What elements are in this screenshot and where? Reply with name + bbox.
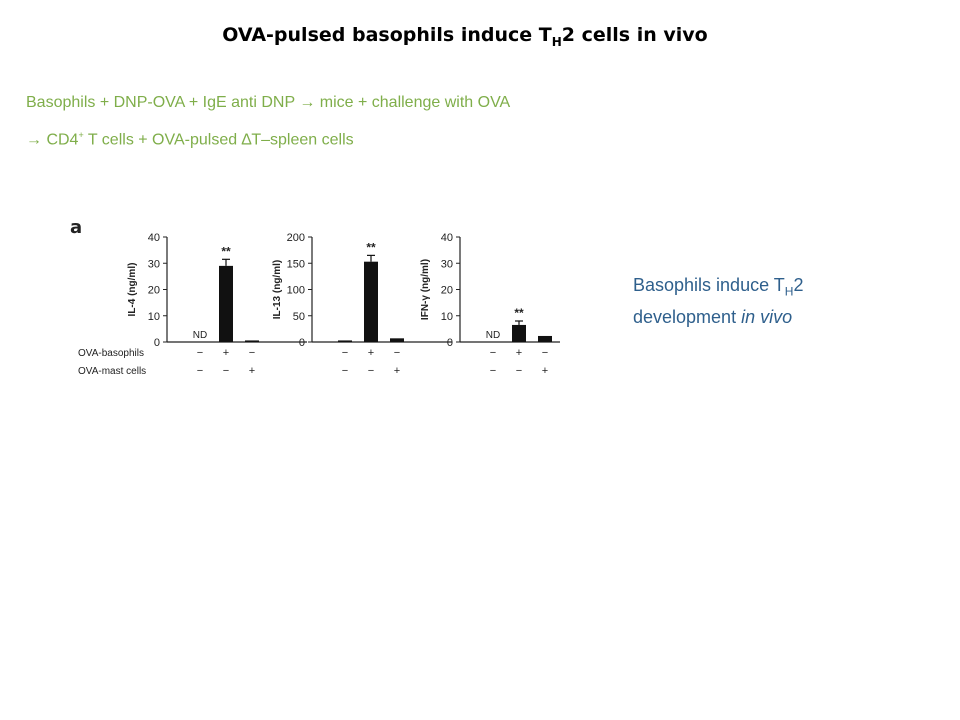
figure-caption: Basophils induce TH2 development in vivo — [633, 273, 873, 330]
bar — [338, 340, 352, 342]
y-tick-label: 20 — [148, 285, 160, 297]
caption-text: Basophils induce T — [633, 275, 785, 295]
protocol-line-2-sup: + — [78, 130, 84, 140]
condition-sign: − — [490, 347, 496, 359]
bar — [512, 324, 526, 342]
bar — [538, 335, 552, 342]
title-text: OVA-pulsed basophils induce T — [222, 24, 552, 46]
y-tick-label: 100 — [287, 285, 305, 297]
y-tick-label: 50 — [293, 311, 305, 323]
condition-sign: − — [342, 365, 348, 377]
bar — [364, 261, 378, 342]
y-tick-label: 10 — [441, 311, 453, 323]
condition-sign: − — [394, 347, 400, 359]
protocol-line-2-start: → CD4 — [26, 131, 79, 149]
condition-sign: − — [223, 365, 229, 377]
y-tick-label: 10 — [148, 311, 160, 323]
caption-italic: in vivo — [741, 306, 793, 327]
condition-sign: − — [249, 347, 255, 359]
protocol-line-2-end: T cells + OVA-pulsed ∆T–spleen cells — [83, 131, 354, 149]
y-tick-label: 200 — [287, 232, 305, 244]
condition-sign: − — [516, 365, 522, 377]
y-tick-label: 30 — [441, 258, 453, 270]
condition-sign: − — [490, 365, 496, 377]
y-tick-label: 40 — [441, 232, 453, 244]
y-tick-label: 20 — [441, 285, 453, 297]
condition-sign: + — [542, 365, 548, 377]
y-axis-title: IL-13 (ng/ml) — [272, 260, 283, 319]
condition-sign: − — [197, 347, 203, 359]
cytokine-bar-charts: 0 10 20 30 40 IL-4 (ng/ml) ND ** OVA-basophils − +… — [78, 232, 560, 377]
panel-label: a — [70, 217, 83, 238]
significance-label: ** — [514, 306, 524, 320]
bar — [219, 265, 233, 342]
condition-sign: − — [542, 347, 548, 359]
not-detected-label: ND — [486, 330, 500, 341]
protocol-line-2: → CD4+ T cells + OVA-pulsed ∆T–spleen ce… — [26, 130, 354, 149]
y-tick-label: 0 — [299, 337, 305, 349]
y-tick-label: 30 — [148, 258, 160, 270]
condition-sign: − — [368, 365, 374, 377]
bar — [245, 340, 259, 342]
y-tick-label: 150 — [287, 258, 305, 270]
condition-sign: − — [197, 365, 203, 377]
slide-title: OVA-pulsed basophils induce TH2 cells in… — [0, 24, 930, 49]
bar — [390, 338, 404, 342]
protocol-line-1: Basophils + DNP-OVA + IgE anti DNP → mic… — [26, 94, 511, 111]
significance-label: ** — [366, 240, 376, 254]
title-text-end: 2 cells in vivo — [561, 24, 708, 46]
condition-sign: + — [223, 347, 229, 359]
significance-label: ** — [221, 244, 231, 258]
condition-sign: + — [394, 365, 400, 377]
condition-sign: − — [342, 347, 348, 359]
y-tick-label: 0 — [447, 337, 453, 349]
title-subscript: H — [551, 34, 562, 49]
condition-sign: + — [368, 347, 374, 359]
caption-text-mid: 2 development — [633, 275, 804, 327]
y-axis-title: IFN-γ (ng/ml) — [420, 259, 431, 320]
condition-row-label: OVA-mast cells — [78, 366, 146, 377]
not-detected-label: ND — [193, 330, 207, 341]
condition-row-label: OVA-basophils — [78, 348, 144, 359]
condition-sign: + — [516, 347, 522, 359]
y-tick-label: 40 — [148, 232, 160, 244]
condition-sign: + — [249, 365, 255, 377]
y-tick-label: 0 — [154, 337, 160, 349]
caption-subscript: H — [784, 284, 794, 299]
y-axis-title: IL-4 (ng/ml) — [127, 263, 138, 317]
